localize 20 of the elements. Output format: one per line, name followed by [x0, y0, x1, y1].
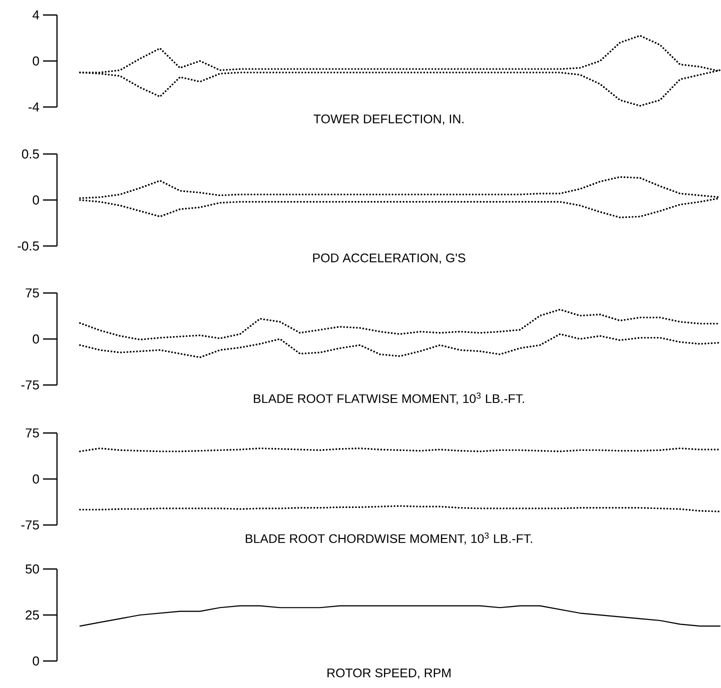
y-tick-label: 4 [32, 10, 40, 20]
y-tick-label: 50 [26, 564, 39, 574]
y-tick-label: 75 [26, 428, 39, 438]
y-tick-label: 0 [32, 195, 39, 205]
x-axis-title: POD ACCELERATION, G'S [313, 254, 466, 264]
y-tick-label: 0 [32, 56, 39, 66]
y-tick-label: 0 [32, 474, 39, 484]
x-axis-title: TOWER DEFLECTION, IN. [314, 114, 464, 125]
y-tick-label: 0.5 [22, 149, 39, 159]
y-tick-label: 0 [32, 334, 39, 344]
y-tick-label: -75 [21, 520, 39, 530]
y-tick-label: 75 [26, 288, 39, 298]
x-axis-title: BLADE ROOT FLATWISE MOMENT, 10$^{3}$ LB.-FT. [254, 392, 524, 405]
y-tick-label: 25 [26, 610, 39, 620]
y-tick-label: -4 [28, 102, 40, 112]
y-tick-label: -0.5 [18, 241, 39, 251]
y-tick-label: 0 [32, 656, 39, 666]
x-axis-title: BLADE ROOT CHORDWISE MOMENT, 10$^{3}$ LB.-FT. [246, 532, 532, 545]
x-axis-title: ROTOR SPEED, RPM [328, 668, 450, 679]
y-tick-label: -75 [21, 380, 39, 390]
